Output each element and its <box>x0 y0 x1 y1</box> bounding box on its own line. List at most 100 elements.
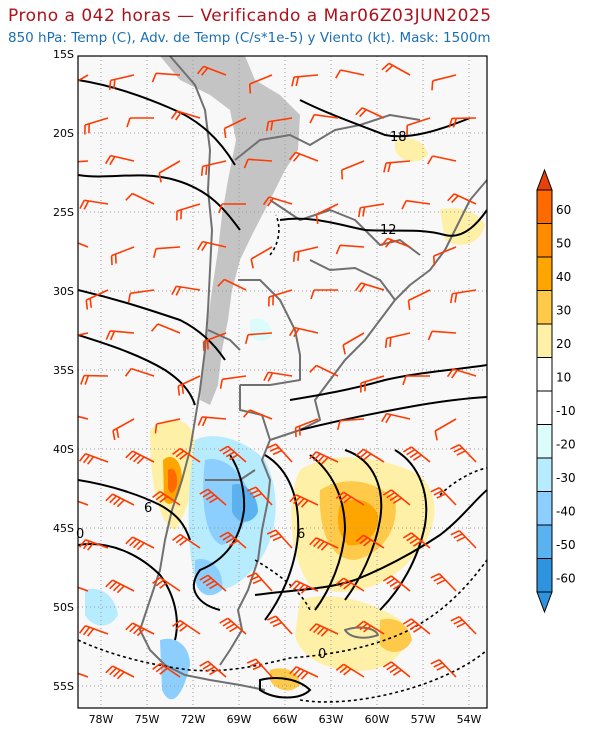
lon-tick-label: 63W <box>319 713 344 726</box>
lat-tick-label: 45S <box>53 522 74 535</box>
lat-tick-label: 25S <box>53 206 74 219</box>
wind-barb <box>110 246 135 266</box>
map-subtitle: 850 hPa: Temp (C), Adv. de Temp (C/s*1e-… <box>8 30 491 46</box>
wind-barb <box>309 113 339 124</box>
wind-barb <box>150 323 181 334</box>
contour-label: 6 <box>144 501 152 516</box>
wind-barb <box>199 574 227 592</box>
wind-barb <box>152 490 181 506</box>
colorbar-swatch <box>536 189 553 224</box>
wind-barb <box>78 500 89 506</box>
wind-barb <box>355 448 385 463</box>
wind-barb <box>355 534 385 549</box>
colorbar-label: 10 <box>556 371 571 385</box>
wind-barb <box>335 663 365 678</box>
wind-barb <box>219 617 247 635</box>
wind-barb <box>450 444 477 463</box>
wind-barb <box>79 199 109 210</box>
colorbar-swatch <box>536 223 553 258</box>
lat-tick-label: 15S <box>53 48 74 61</box>
lon-tick-label: 60W <box>365 713 390 726</box>
wind-barb <box>309 537 339 551</box>
warm-advection-patches <box>150 138 485 691</box>
wind-barb <box>382 575 411 592</box>
contour-label: 0 <box>318 647 326 662</box>
colorbar-label: -20 <box>556 438 576 452</box>
wind-barb <box>291 74 319 87</box>
wind-barb <box>402 532 431 549</box>
wind-barb <box>447 193 477 205</box>
wind-barb <box>125 192 155 205</box>
colorbar-label: -60 <box>556 572 576 586</box>
wind-barb <box>432 246 457 266</box>
contour-label: 12 <box>380 223 397 238</box>
wind-barb <box>383 160 411 173</box>
wind-barb <box>354 282 385 293</box>
wind-barb <box>152 662 181 678</box>
wind-barb <box>406 117 431 135</box>
wind-barb <box>250 246 273 269</box>
wind-barb <box>357 203 385 218</box>
colorbar-swatch <box>536 558 553 593</box>
wind-barb <box>402 618 431 635</box>
wind-barb <box>360 375 385 393</box>
wind-barb <box>223 117 247 139</box>
wind-barb <box>151 72 181 83</box>
colorbar-label: -40 <box>556 505 576 519</box>
colorbar: 60 50 40 30 20 10 -10 -20 -30 -40 -50 -60 <box>536 168 576 614</box>
wind-barb <box>152 246 181 259</box>
wind-barb <box>105 579 135 594</box>
wind-barb <box>450 616 477 635</box>
wind-barb <box>380 237 411 248</box>
wind-barb <box>342 332 365 355</box>
map-frame <box>77 55 488 709</box>
wind-barb <box>430 659 457 678</box>
wind-barb <box>78 74 89 82</box>
wind-barb <box>242 409 273 420</box>
wind-barb <box>125 450 155 465</box>
wind-barb <box>407 289 431 311</box>
wind-barb <box>246 486 273 506</box>
wind-barb <box>219 445 247 463</box>
longitude-axis: 78W 75W 72W 69W 66W 63W 60W 57W 54W <box>89 713 482 726</box>
wind-barb <box>158 160 181 183</box>
lon-tick-label: 69W <box>227 713 252 726</box>
wind-barb <box>335 69 365 79</box>
wind-barb <box>336 418 365 431</box>
wind-barb <box>125 622 155 637</box>
wind-barb <box>78 586 89 592</box>
wind-barb <box>382 661 411 678</box>
wind-barb <box>84 117 109 135</box>
wind-barb <box>340 160 365 180</box>
wind-barb <box>217 278 247 291</box>
wind-barb <box>80 374 109 385</box>
wind-barb <box>266 529 293 549</box>
wind-barb <box>382 489 411 506</box>
colorbar-label: 20 <box>556 337 571 351</box>
wind-barb <box>289 666 319 680</box>
wind-barb <box>381 62 411 76</box>
colorbar-swatch <box>536 390 553 425</box>
wind-barb <box>262 196 293 207</box>
wind-barb <box>78 332 89 336</box>
wind-barb <box>124 367 155 377</box>
wind-barb <box>294 418 319 438</box>
colorbar-label: 40 <box>556 270 571 284</box>
wind-barb <box>78 242 89 248</box>
lon-tick-label: 72W <box>181 713 206 726</box>
wind-barb <box>265 117 293 132</box>
wind-barb <box>105 330 135 341</box>
colorbar-label: -30 <box>556 471 576 485</box>
wind-barb <box>335 577 365 592</box>
wind-barb <box>434 418 457 441</box>
wind-barb <box>402 375 430 386</box>
wind-barb <box>448 117 477 128</box>
wind-barb <box>266 615 293 635</box>
wind-barbs <box>78 62 477 680</box>
wind-barb <box>172 533 201 549</box>
wind-barb <box>380 412 411 424</box>
wind-barb <box>171 285 201 296</box>
wind-barb <box>266 443 293 463</box>
wind-barb <box>402 446 431 463</box>
wind-barb <box>78 415 89 420</box>
